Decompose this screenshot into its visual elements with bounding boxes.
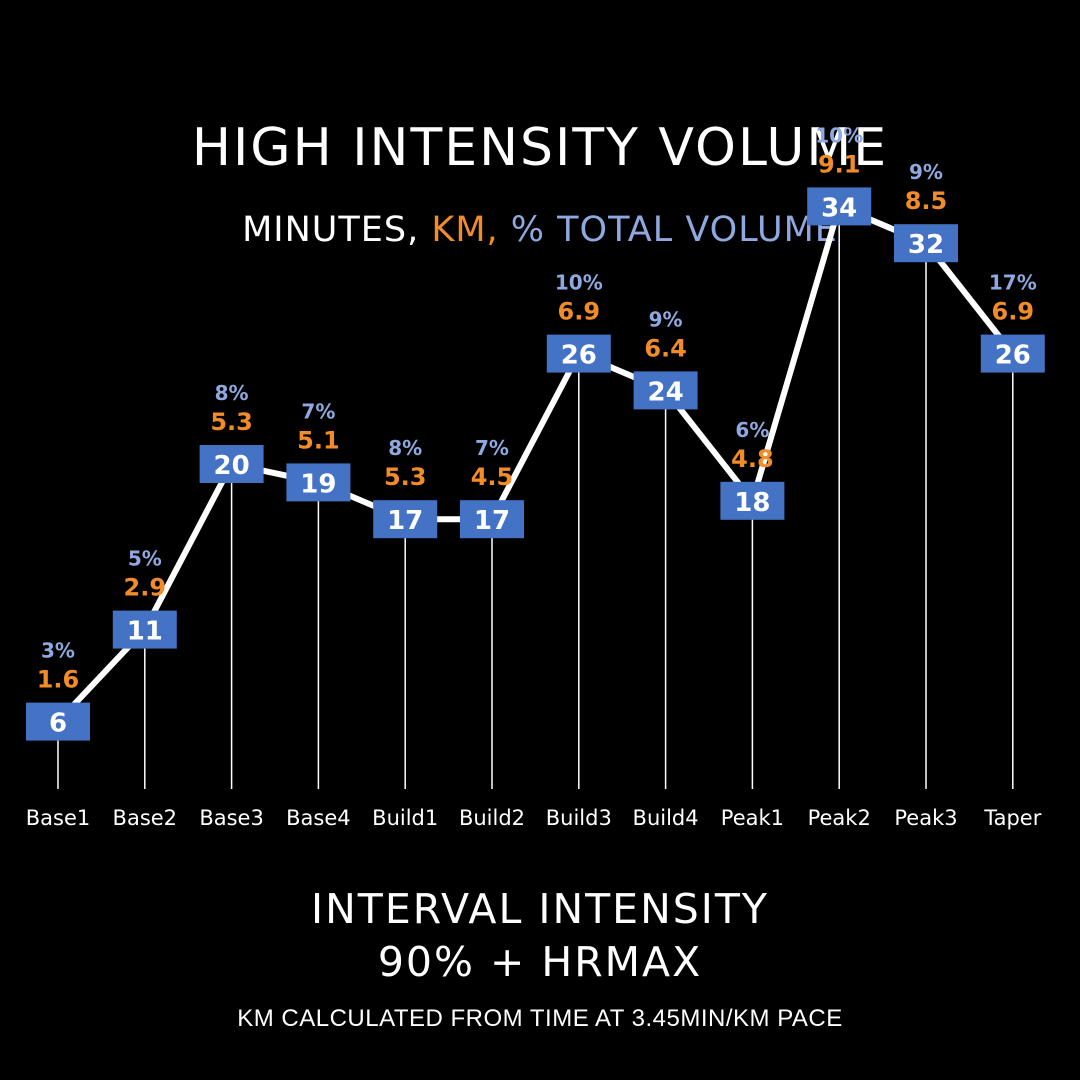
percent-data-label: 10% — [815, 123, 863, 147]
chart-subtitle: MINUTES, KM, % TOTAL VOLUME — [0, 210, 1080, 250]
km-data-label: 2.9 — [124, 574, 167, 602]
percent-data-label: 8% — [388, 436, 422, 460]
minutes-data-label: 20 — [214, 451, 250, 481]
km-data-label: 5.1 — [297, 426, 340, 454]
minutes-marker-box — [633, 371, 698, 410]
minutes-data-label: 17 — [474, 506, 510, 536]
minutes-marker-box — [720, 481, 785, 520]
minutes-marker-box — [286, 463, 351, 502]
percent-data-label: 5% — [128, 547, 162, 571]
km-data-label: 6.4 — [644, 334, 687, 362]
percent-data-label: 9% — [649, 307, 683, 331]
minutes-data-label: 24 — [648, 377, 684, 407]
x-tick-label: Base1 — [26, 806, 91, 830]
km-data-label: 8.5 — [905, 187, 948, 215]
x-tick-label: Peak1 — [721, 806, 784, 830]
subtitle-km: KM, — [431, 210, 499, 250]
percent-data-label: 8% — [215, 381, 249, 405]
chart-title: HIGH INTENSITY VOLUME — [191, 118, 889, 178]
x-tick-label: Peak2 — [808, 806, 871, 830]
minutes-data-label: 34 — [821, 193, 857, 223]
minutes-data-label: 26 — [561, 341, 597, 371]
minutes-data-label: 18 — [734, 488, 770, 518]
percent-data-label: 3% — [41, 639, 75, 663]
minutes-marker-box — [894, 224, 958, 263]
percent-data-label: 17% — [989, 271, 1037, 295]
x-tick-label: Base4 — [286, 806, 351, 830]
minutes-data-label: 17 — [387, 506, 423, 536]
percent-data-label: 6% — [735, 418, 769, 442]
x-tick-label: Build3 — [546, 806, 612, 830]
x-tick-label: Build4 — [633, 806, 699, 830]
minutes-data-label: 32 — [908, 230, 944, 260]
minutes-marker-box — [460, 500, 524, 539]
km-data-label: 4.5 — [471, 463, 514, 491]
line-chart: 6 1.6 3% Base1 11 2.9 5% Base2 20 5.3 8% Base3 19 5.1… — [26, 123, 1045, 830]
footer-note: KM CALCULATED FROM TIME AT 3.45MIN/KM PA… — [237, 1005, 843, 1032]
footer-hrmax-label: 90% + HRMAX — [377, 938, 703, 986]
percent-data-label: 7% — [475, 436, 509, 460]
footer-intensity-label: INTERVAL INTENSITY — [311, 885, 769, 933]
km-data-label: 9.1 — [818, 150, 861, 178]
km-data-label: 6.9 — [558, 298, 601, 326]
minutes-marker-box — [373, 500, 438, 539]
minutes-data-label: 6 — [49, 709, 67, 739]
km-data-label: 1.6 — [37, 666, 80, 694]
percent-data-label: 7% — [301, 399, 335, 423]
minutes-data-label: 26 — [995, 341, 1031, 371]
minutes-marker-box — [199, 445, 264, 483]
x-tick-label: Peak3 — [894, 806, 957, 830]
minutes-marker-box — [26, 702, 90, 741]
km-data-label: 5.3 — [384, 463, 427, 491]
minutes-data-label: 19 — [300, 469, 336, 499]
x-tick-label: Build2 — [459, 806, 525, 830]
minutes-marker-box — [112, 610, 177, 649]
x-tick-label: Base3 — [199, 806, 264, 830]
km-data-label: 4.8 — [731, 445, 774, 473]
minutes-marker-box — [807, 187, 872, 226]
x-tick-label: Taper — [983, 806, 1041, 830]
percent-data-label: 10% — [555, 271, 603, 295]
x-tick-label: Base2 — [113, 806, 178, 830]
minutes-marker-box — [980, 334, 1045, 373]
km-data-label: 5.3 — [210, 408, 253, 436]
minutes-marker-box — [546, 334, 611, 373]
minutes-data-label: 11 — [127, 617, 163, 647]
km-data-label: 6.9 — [992, 298, 1035, 326]
subtitle-percent: % TOTAL VOLUME — [510, 210, 838, 250]
subtitle-minutes: MINUTES, — [242, 210, 420, 250]
percent-data-label: 9% — [909, 160, 943, 184]
x-tick-label: Build1 — [372, 806, 438, 830]
